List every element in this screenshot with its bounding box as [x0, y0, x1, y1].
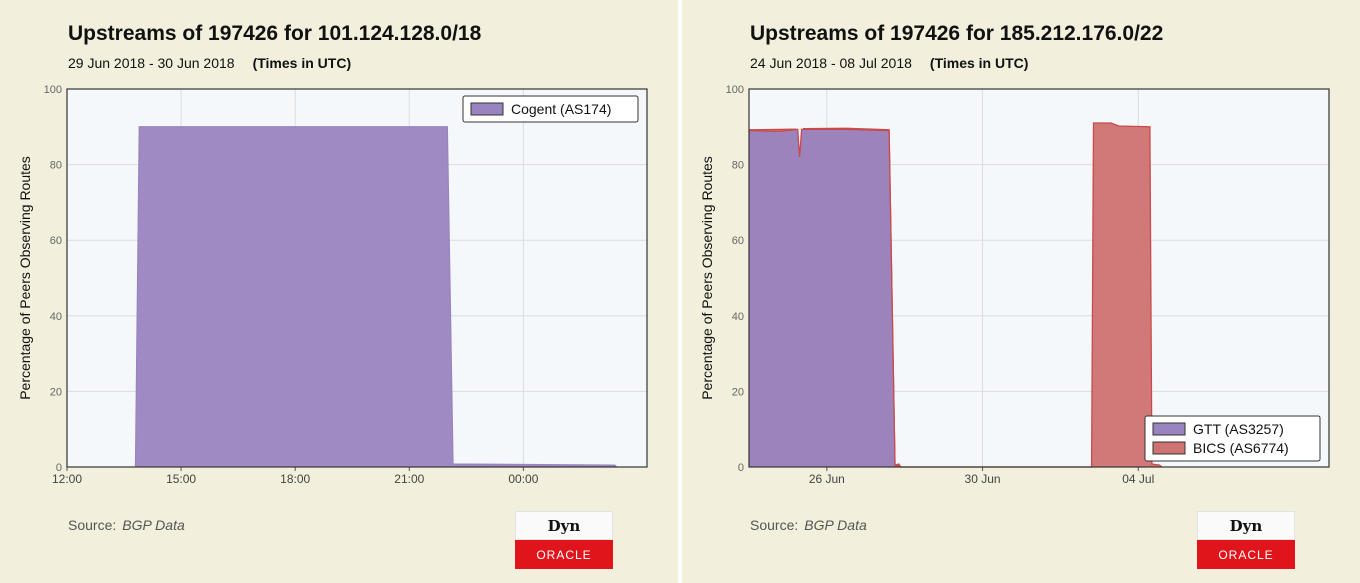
logo-dyn-text: Dyn: [515, 511, 613, 540]
dyn-oracle-logo: Dyn ORACLE: [1197, 511, 1295, 569]
legend: Cogent (AS174): [462, 95, 639, 123]
dyn-oracle-logo: Dyn ORACLE: [515, 511, 613, 569]
y-tick-label: 0: [738, 462, 744, 474]
y-tick-label: 40: [50, 311, 62, 323]
y-tick-label: 100: [44, 84, 62, 96]
date-range-text: 29 Jun 2018 - 30 Jun 2018: [68, 55, 235, 71]
y-axis-label: Percentage of Peers Observing Routes: [17, 156, 33, 400]
source-value: BGP Data: [804, 517, 867, 533]
source-label: Source:: [68, 517, 117, 533]
y-tick-label: 20: [50, 386, 62, 398]
chart-panel-right: Upstreams of 197426 for 185.212.176.0/22…: [682, 0, 1360, 583]
logo-oracle-text: ORACLE: [515, 540, 613, 569]
date-range: 29 Jun 2018 - 30 Jun 2018 (Times in UTC): [68, 55, 351, 71]
y-tick-label: 0: [56, 462, 62, 474]
time-note: (Times in UTC): [252, 55, 352, 71]
x-tick-label: 12:00: [52, 472, 82, 486]
chart-svg: 0 20 40 60 80 100 12:00 15:00 18:00 21:00 00:00 Per…: [17, 84, 648, 486]
series-line: [134, 126, 618, 468]
y-tick-label: 80: [732, 160, 744, 172]
time-note: (Times in UTC): [929, 55, 1029, 71]
series-area: [749, 129, 901, 467]
legend-label: BICS (AS6774): [1193, 440, 1289, 456]
chart-svg: 0 20 40 60 80 100 26 Jun 30 Jun 04 Jul Percentage…: [699, 84, 1330, 486]
chart-panel-left: Upstreams of 197426 for 101.124.128.0/18…: [0, 0, 678, 583]
y-tick-label: 60: [50, 235, 62, 247]
source-label: Source:: [750, 517, 799, 533]
y-tick-label: 20: [732, 386, 744, 398]
legend-label: GTT (AS3257): [1193, 421, 1284, 437]
legend-swatch: [470, 102, 504, 116]
source-value: BGP Data: [122, 517, 185, 533]
chart-title: Upstreams of 197426 for 185.212.176.0/22: [750, 22, 1164, 45]
legend-label: Cogent (AS174): [511, 101, 611, 117]
x-tick-label: 26 Jun: [809, 472, 845, 486]
y-tick-label: 60: [732, 235, 744, 247]
date-range-text: 24 Jun 2018 - 08 Jul 2018: [750, 55, 912, 71]
x-tick-label: 00:00: [508, 472, 538, 486]
y-tick-label: 40: [732, 311, 744, 323]
series-area: [135, 126, 617, 468]
x-tick-label: 04 Jul: [1122, 472, 1154, 486]
y-tick-label: 100: [726, 84, 744, 96]
x-tick-label: 21:00: [394, 472, 424, 486]
chart-title: Upstreams of 197426 for 101.124.128.0/18: [68, 22, 482, 45]
legend-box: [462, 95, 639, 123]
x-tick-label: 15:00: [166, 472, 196, 486]
legend-swatch: [1152, 422, 1186, 436]
x-tick-label: 18:00: [280, 472, 310, 486]
logo-oracle-text: ORACLE: [1197, 540, 1295, 569]
x-tick-label: 30 Jun: [965, 472, 1001, 486]
legend-swatch: [1152, 441, 1186, 455]
plot-border: [66, 88, 648, 468]
source-note: Source: BGP Data: [750, 517, 867, 533]
plot-border: [748, 88, 1330, 468]
legend: GTT (AS3257) BICS (AS6774): [1144, 415, 1321, 462]
logo-dyn-text: Dyn: [1197, 511, 1295, 540]
y-axis-label: Percentage of Peers Observing Routes: [699, 156, 715, 400]
legend-box: [1144, 415, 1321, 462]
source-note: Source: BGP Data: [68, 517, 185, 533]
y-tick-label: 80: [50, 160, 62, 172]
series-line: [748, 128, 902, 468]
date-range: 24 Jun 2018 - 08 Jul 2018 (Times in UTC): [750, 55, 1028, 71]
